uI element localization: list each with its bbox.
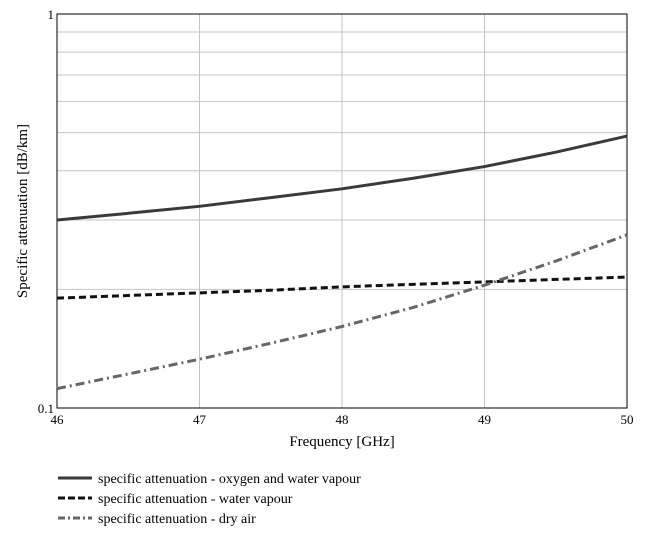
x-tick-label: 46: [51, 412, 65, 427]
series-line-2: [56, 275, 628, 300]
x-tick-label: 49: [478, 412, 491, 427]
legend-label: specific attenuation - oxygen and water …: [98, 472, 361, 487]
x-axis-label: Frequency [GHz]: [289, 434, 394, 450]
legend: specific attenuation - oxygen and water …: [58, 472, 361, 527]
y-tick-label: 0.1: [38, 401, 54, 416]
series-line-1: [56, 134, 628, 222]
y-axis-label: Specific attenuation [dB/km]: [15, 124, 31, 298]
x-tick-label: 47: [193, 412, 207, 427]
legend-label: specific attenuation - water vapour: [98, 492, 293, 507]
y-tick-label: 1: [48, 7, 55, 22]
x-tick-label: 50: [621, 412, 634, 427]
legend-label: specific attenuation - dry air: [98, 512, 256, 527]
series-line-3: [56, 233, 628, 391]
plot-frame: [56, 13, 628, 409]
tick-labels: 46 47 48 49 50 0.1 1: [38, 7, 634, 427]
x-tick-label: 48: [336, 412, 349, 427]
series-lines: [56, 134, 628, 391]
